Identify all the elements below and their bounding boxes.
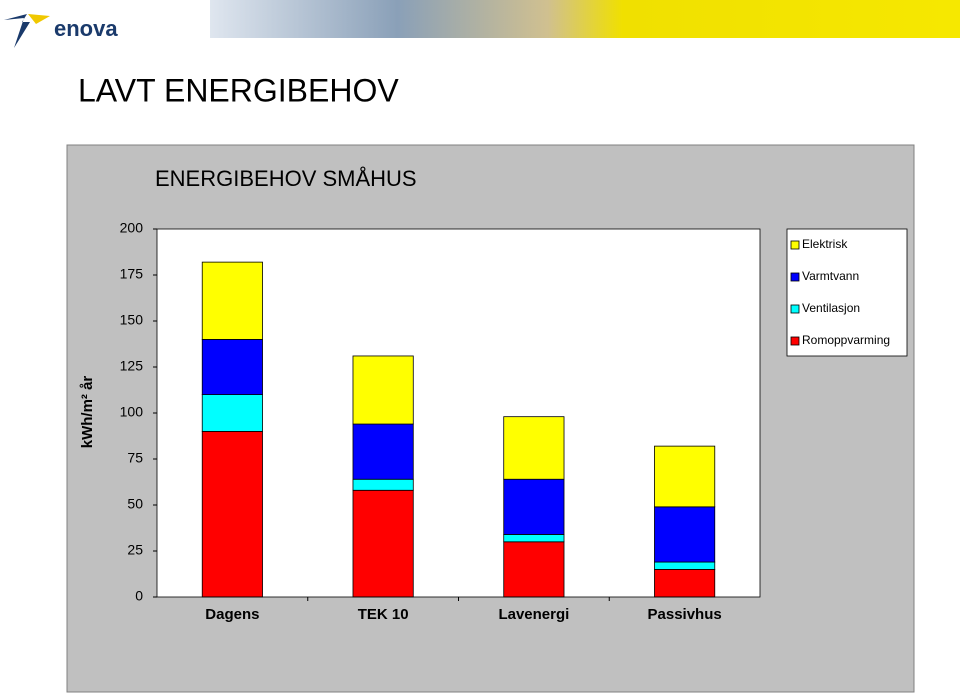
slide-title: LAVT ENERGIBEHOV xyxy=(78,72,399,108)
y-tick-label: 125 xyxy=(120,358,144,374)
chart-title: ENERGIBEHOV SMÅHUS xyxy=(155,166,417,191)
y-tick-label: 100 xyxy=(120,404,144,420)
y-tick-label: 0 xyxy=(135,588,143,604)
bar-segment xyxy=(352,489,414,598)
bar-segment xyxy=(654,445,716,508)
bar-segment xyxy=(352,478,414,491)
bar-segment xyxy=(503,416,565,480)
y-axis-label: kWh/m² år xyxy=(79,376,96,449)
legend-swatch xyxy=(790,336,800,346)
legend-label: Ventilasjon xyxy=(802,301,860,315)
bar-segment xyxy=(201,338,263,395)
x-tick-label: Lavenergi xyxy=(498,606,569,623)
x-tick-label: TEK 10 xyxy=(358,606,409,623)
legend-label: Romoppvarming xyxy=(802,333,890,347)
y-tick-label: 50 xyxy=(127,496,143,512)
y-tick-label: 75 xyxy=(127,450,143,466)
legend-swatch xyxy=(790,240,800,250)
plot-border xyxy=(156,228,761,598)
logo-text: enova xyxy=(54,16,118,41)
logo-mark xyxy=(4,14,30,48)
bar-segment xyxy=(352,423,414,480)
bar-segment xyxy=(654,561,716,570)
y-tick-label: 25 xyxy=(127,542,143,558)
x-tick-label: Passivhus xyxy=(648,606,722,623)
logo-mark xyxy=(28,14,50,24)
y-tick-label: 150 xyxy=(120,312,144,328)
legend-label: Varmtvann xyxy=(802,269,859,283)
bar-segment xyxy=(201,394,263,432)
bar-segment xyxy=(201,430,263,598)
bar-segment xyxy=(503,541,565,598)
bar-segment xyxy=(654,569,716,598)
bar-segment xyxy=(503,478,565,535)
legend-swatch xyxy=(790,272,800,282)
y-tick-label: 175 xyxy=(120,266,144,282)
legend-label: Elektrisk xyxy=(802,237,848,251)
y-tick-label: 200 xyxy=(120,220,144,236)
bar-segment xyxy=(352,355,414,425)
legend xyxy=(786,228,908,357)
x-tick-label: Dagens xyxy=(205,606,259,623)
bar-segment xyxy=(201,261,263,340)
legend-swatch xyxy=(790,304,800,314)
bar-segment xyxy=(654,506,716,563)
bar-segment xyxy=(503,534,565,543)
header-banner xyxy=(210,0,960,38)
